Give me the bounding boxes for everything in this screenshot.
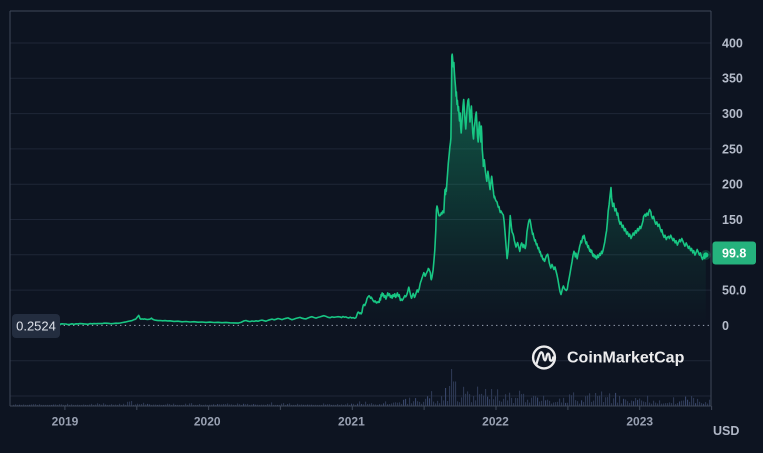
svg-text:350: 350: [722, 72, 743, 86]
svg-text:2023: 2023: [626, 415, 653, 429]
svg-text:200: 200: [722, 178, 743, 192]
svg-text:2022: 2022: [482, 415, 509, 429]
svg-text:0.2524: 0.2524: [16, 319, 56, 334]
svg-text:USD: USD: [713, 424, 739, 438]
svg-text:150: 150: [722, 213, 743, 227]
svg-text:250: 250: [722, 142, 743, 156]
svg-text:300: 300: [722, 107, 743, 121]
svg-text:2021: 2021: [338, 415, 365, 429]
svg-text:50.0: 50.0: [722, 284, 746, 298]
svg-text:CoinMarketCap: CoinMarketCap: [567, 350, 685, 367]
svg-text:0: 0: [722, 319, 729, 333]
svg-text:400: 400: [722, 36, 743, 50]
svg-text:2019: 2019: [52, 415, 79, 429]
svg-text:2020: 2020: [194, 415, 221, 429]
svg-text:99.8: 99.8: [722, 246, 746, 260]
